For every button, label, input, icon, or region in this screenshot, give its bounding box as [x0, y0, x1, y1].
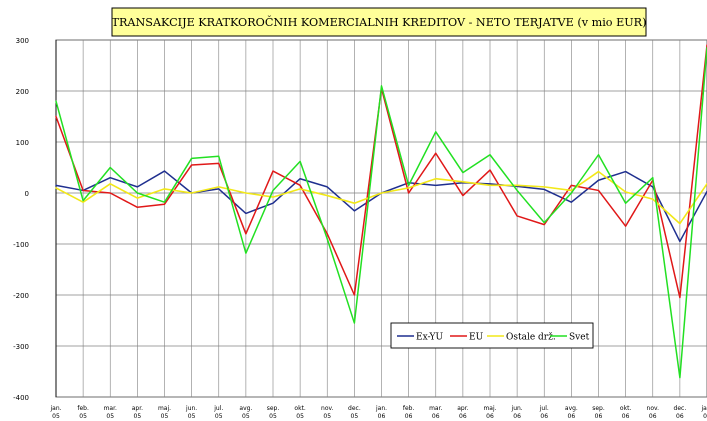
- axis-layer: 3002001000-100-200-300-400jan.05feb.05ma…: [13, 37, 707, 420]
- x-tick-label: 07: [703, 413, 707, 420]
- x-tick-label: feb.: [77, 405, 89, 412]
- grid-layer: [55, 39, 707, 398]
- x-tick-label: apr.: [132, 405, 143, 412]
- x-tick-label: sep.: [267, 405, 280, 412]
- x-tick-label: 05: [296, 413, 304, 420]
- x-tick-label: 06: [459, 413, 467, 420]
- x-tick-label: avg.: [565, 405, 578, 412]
- x-tick-label: avg.: [239, 405, 252, 412]
- x-tick-label: maj.: [483, 405, 496, 412]
- x-tick-label: 06: [622, 413, 630, 420]
- x-tick-label: jan.: [49, 405, 61, 412]
- x-tick-label: 05: [323, 413, 331, 420]
- chart-title: TRANSAKCIJE KRATKOROČNIH KOMERCIALNIH KR…: [111, 7, 647, 37]
- x-tick-label: sep.: [592, 405, 605, 412]
- x-tick-label: mar.: [104, 405, 117, 412]
- x-tick-label: maj.: [158, 405, 171, 412]
- legend-label-svet: Svet: [569, 333, 590, 343]
- x-tick-label: 05: [106, 413, 114, 420]
- y-tick-label: 300: [16, 37, 29, 45]
- x-tick-label: 06: [486, 413, 494, 420]
- x-tick-label: jul.: [539, 405, 549, 412]
- x-tick-label: 06: [568, 413, 576, 420]
- x-tick-label: jul.: [213, 405, 223, 412]
- x-tick-label: nov.: [647, 405, 660, 412]
- x-tick-label: 06: [513, 413, 521, 420]
- legend: Ex-YU EU Ostale drž. Svet: [390, 322, 594, 349]
- y-tick-label: -300: [13, 343, 29, 351]
- x-tick-label: 05: [52, 413, 60, 420]
- x-tick-label: 05: [79, 413, 87, 420]
- x-tick-label: okt.: [620, 405, 631, 412]
- x-tick-label: feb.: [403, 405, 415, 412]
- y-tick-label: 200: [16, 88, 29, 96]
- x-tick-label: 06: [649, 413, 657, 420]
- y-tick-label: -100: [13, 241, 29, 249]
- x-tick-label: 06: [595, 413, 603, 420]
- x-tick-label: 05: [269, 413, 277, 420]
- x-tick-label: 06: [540, 413, 548, 420]
- y-tick-label: -400: [13, 394, 29, 402]
- x-tick-label: jun.: [511, 405, 523, 412]
- x-tick-label: dec.: [348, 405, 361, 412]
- x-tick-label: okt.: [294, 405, 305, 412]
- x-tick-label: 05: [134, 413, 142, 420]
- legend-label-ex-yu: Ex-YU: [416, 333, 443, 343]
- x-tick-label: 05: [215, 413, 223, 420]
- x-tick-label: jun.: [185, 405, 197, 412]
- x-tick-label: nov.: [321, 405, 334, 412]
- x-tick-label: jan.: [375, 405, 387, 412]
- x-tick-label: 06: [676, 413, 684, 420]
- x-tick-label: 06: [432, 413, 440, 420]
- x-tick-label: 06: [378, 413, 386, 420]
- x-tick-label: dec.: [674, 405, 687, 412]
- x-tick-label: 05: [242, 413, 250, 420]
- y-tick-label: 100: [16, 139, 29, 147]
- series-layer: [55, 44, 707, 379]
- x-tick-label: apr.: [457, 405, 468, 412]
- y-tick-label: 0: [25, 190, 29, 198]
- legend-label-eu: EU: [469, 333, 484, 343]
- legend-label-ostale: Ostale drž.: [506, 332, 556, 343]
- x-tick-label: 05: [188, 413, 196, 420]
- x-tick-label: mar.: [429, 405, 442, 412]
- series-line-ostale-dr: [55, 170, 707, 225]
- series-line-svet: [55, 46, 707, 379]
- x-tick-label: 05: [161, 413, 169, 420]
- y-tick-label: -200: [13, 292, 29, 300]
- x-tick-label: jan.: [700, 405, 707, 412]
- chart-title-text: TRANSAKCIJE KRATKOROČNIH KOMERCIALNIH KR…: [112, 15, 647, 29]
- x-tick-label: 06: [405, 413, 413, 420]
- x-tick-label: 05: [351, 413, 359, 420]
